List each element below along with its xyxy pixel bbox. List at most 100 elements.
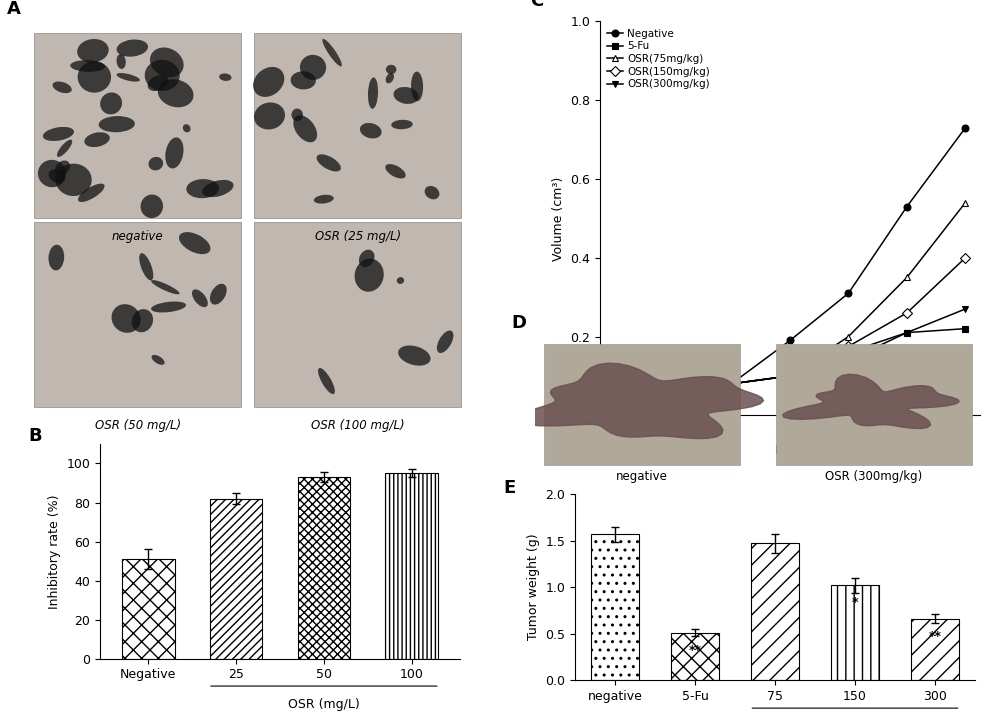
OSR(150mg/kg) xyxy=(959,253,971,262)
Ellipse shape xyxy=(57,140,72,157)
Ellipse shape xyxy=(117,54,126,69)
Bar xyxy=(671,633,719,680)
Bar xyxy=(298,477,350,659)
Ellipse shape xyxy=(151,301,186,312)
Text: **: ** xyxy=(928,630,942,643)
Ellipse shape xyxy=(254,102,285,130)
Polygon shape xyxy=(517,363,763,439)
Ellipse shape xyxy=(141,195,163,218)
Ellipse shape xyxy=(151,280,180,294)
Polygon shape xyxy=(783,374,959,429)
Ellipse shape xyxy=(425,186,439,199)
Negative xyxy=(842,289,854,298)
Ellipse shape xyxy=(48,245,64,271)
OSR(150mg/kg) xyxy=(667,384,679,393)
Ellipse shape xyxy=(391,120,413,130)
Ellipse shape xyxy=(397,277,404,284)
Ellipse shape xyxy=(253,67,284,97)
Ellipse shape xyxy=(322,39,342,67)
Ellipse shape xyxy=(386,64,396,74)
Ellipse shape xyxy=(411,72,423,101)
Text: *: * xyxy=(852,596,858,609)
OSR(75mg/kg) xyxy=(901,274,913,282)
Bar xyxy=(254,33,461,218)
OSR(75mg/kg) xyxy=(667,384,679,393)
Ellipse shape xyxy=(77,39,109,62)
Bar xyxy=(751,543,799,680)
5-Fu xyxy=(667,384,679,393)
Bar xyxy=(210,498,262,659)
Ellipse shape xyxy=(318,368,335,394)
Text: B: B xyxy=(28,427,42,445)
Ellipse shape xyxy=(70,60,105,72)
Ellipse shape xyxy=(139,253,153,281)
Text: D: D xyxy=(511,314,526,332)
Bar xyxy=(831,585,879,680)
OSR(150mg/kg) xyxy=(784,372,796,380)
Text: OSR (100 mg/L): OSR (100 mg/L) xyxy=(311,420,405,432)
Negative xyxy=(959,123,971,132)
OSR(150mg/kg) xyxy=(726,379,738,388)
Ellipse shape xyxy=(437,331,453,353)
OSR(75mg/kg) xyxy=(784,372,796,380)
Ellipse shape xyxy=(360,123,382,138)
Ellipse shape xyxy=(78,62,111,92)
Bar xyxy=(911,619,959,680)
Text: negative: negative xyxy=(616,470,668,483)
OSR(75mg/kg) xyxy=(609,385,621,394)
Bar xyxy=(591,534,639,680)
OSR(300mg/kg) xyxy=(784,372,796,380)
Line: Negative: Negative xyxy=(611,125,969,393)
OSR(300mg/kg) xyxy=(726,379,738,388)
Ellipse shape xyxy=(300,55,326,80)
Ellipse shape xyxy=(219,74,232,81)
Ellipse shape xyxy=(179,232,210,254)
Text: OSR (50 mg/L): OSR (50 mg/L) xyxy=(95,420,181,432)
Ellipse shape xyxy=(148,157,163,170)
5-Fu xyxy=(901,328,913,337)
X-axis label: Days: Days xyxy=(774,443,806,457)
OSR(150mg/kg) xyxy=(609,385,621,394)
Bar xyxy=(254,223,461,407)
Ellipse shape xyxy=(117,39,148,57)
Text: **: ** xyxy=(688,644,702,657)
Ellipse shape xyxy=(192,289,208,307)
OSR(300mg/kg) xyxy=(901,328,913,337)
Legend: Negative, 5-Fu, OSR(75mg/kg), OSR(150mg/kg), OSR(300mg/kg): Negative, 5-Fu, OSR(75mg/kg), OSR(150mg/… xyxy=(605,26,712,91)
Text: OSR (mg/L): OSR (mg/L) xyxy=(288,698,360,711)
Ellipse shape xyxy=(165,137,184,168)
Ellipse shape xyxy=(53,82,72,93)
OSR(300mg/kg) xyxy=(842,348,854,357)
5-Fu xyxy=(609,385,621,394)
Line: OSR(300mg/kg): OSR(300mg/kg) xyxy=(611,306,969,393)
OSR(300mg/kg) xyxy=(959,305,971,314)
5-Fu xyxy=(959,324,971,333)
Ellipse shape xyxy=(116,73,140,82)
Negative xyxy=(726,379,738,388)
5-Fu xyxy=(726,379,738,388)
Ellipse shape xyxy=(386,73,394,83)
Ellipse shape xyxy=(158,79,194,107)
Ellipse shape xyxy=(38,160,66,187)
OSR(150mg/kg) xyxy=(901,309,913,317)
5-Fu xyxy=(784,372,796,380)
OSR(75mg/kg) xyxy=(842,332,854,341)
OSR(150mg/kg) xyxy=(842,342,854,351)
OSR(75mg/kg) xyxy=(726,379,738,388)
Ellipse shape xyxy=(186,179,219,198)
Ellipse shape xyxy=(78,183,105,202)
Ellipse shape xyxy=(99,116,135,132)
Ellipse shape xyxy=(210,284,227,304)
Text: C: C xyxy=(530,0,543,9)
OSR(300mg/kg) xyxy=(667,384,679,393)
Ellipse shape xyxy=(43,127,74,141)
Ellipse shape xyxy=(152,355,165,365)
Ellipse shape xyxy=(359,250,375,267)
Y-axis label: Volume (cm³): Volume (cm³) xyxy=(552,176,565,261)
Ellipse shape xyxy=(202,180,234,197)
OSR(75mg/kg) xyxy=(959,198,971,207)
Ellipse shape xyxy=(293,115,317,142)
Ellipse shape xyxy=(55,160,70,175)
Y-axis label: Inhibitory rate (%): Inhibitory rate (%) xyxy=(48,494,61,609)
Ellipse shape xyxy=(314,195,334,203)
